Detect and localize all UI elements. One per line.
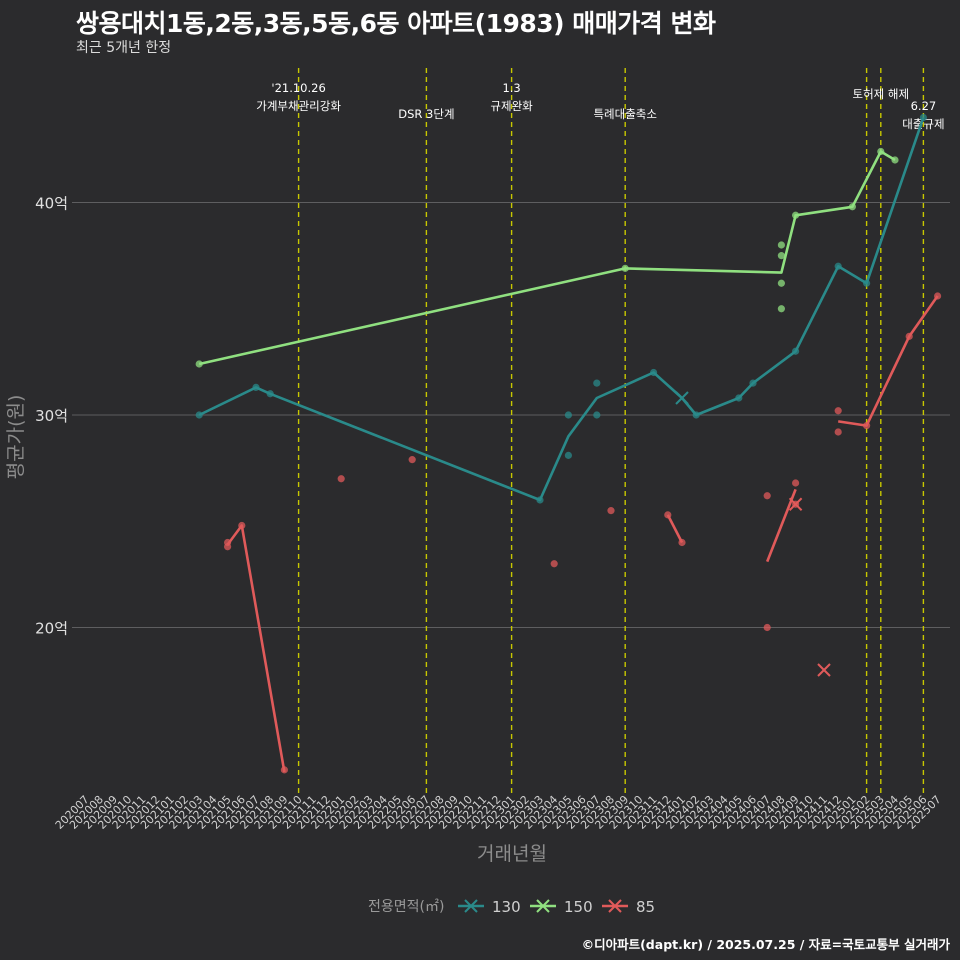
- cross-stroke: [817, 663, 831, 677]
- data-point-130: [593, 411, 601, 419]
- x-axis-title: 거래년월: [477, 843, 547, 865]
- y-tick-label: 30억: [35, 407, 68, 425]
- data-point-130: [863, 279, 871, 287]
- chart-title: 쌍용대치1동,2동,3동,5동,6동 아파트(1983) 매매가격 변화: [76, 9, 716, 38]
- data-point-130: [593, 379, 601, 387]
- cross-stroke: [788, 497, 803, 511]
- event-label: 대출규제: [902, 117, 944, 131]
- data-point-85: [834, 428, 842, 436]
- data-point-130: [735, 394, 743, 402]
- data-point-150: [777, 305, 786, 313]
- chart-subtitle: 최근 5개년 한정: [76, 40, 172, 56]
- cross-marker-85: [788, 497, 803, 511]
- cross-marker-85: [817, 663, 831, 677]
- data-point-130: [564, 451, 573, 459]
- event-label: 토허제 해제: [853, 87, 910, 101]
- legend-item-150: 150: [530, 898, 593, 916]
- series-line-85: [666, 514, 684, 544]
- event-label: '21.10.26: [271, 81, 325, 95]
- data-point-85: [863, 422, 871, 430]
- data-point-150: [777, 279, 786, 287]
- data-point-85: [224, 543, 232, 551]
- data-point-130: [692, 411, 700, 419]
- data-point-150: [777, 241, 786, 249]
- series-line-85: [226, 524, 286, 773]
- series-points: [195, 113, 942, 774]
- series-line-130: [198, 117, 925, 502]
- data-point-150: [621, 264, 629, 272]
- cross-marker-130: [675, 391, 689, 405]
- legend-label: 85: [636, 898, 655, 916]
- series-line-85: [838, 295, 939, 427]
- legend: 전용면적(㎡) 130 150 85: [368, 898, 655, 916]
- legend-label: 130: [492, 898, 521, 916]
- legend-title: 전용면적(㎡): [368, 899, 444, 915]
- data-point-85: [607, 507, 615, 515]
- y-tick-label: 20억: [35, 620, 68, 638]
- y-tick-label: 40억: [35, 195, 68, 213]
- data-point-85: [763, 623, 771, 632]
- data-point-130: [266, 390, 274, 398]
- event-label: 특례대출축소: [593, 107, 656, 121]
- data-point-150: [891, 156, 899, 164]
- legend-cross: [464, 899, 478, 913]
- data-point-150: [792, 211, 800, 219]
- legend-label: 150: [564, 898, 593, 916]
- data-point-150: [848, 203, 857, 211]
- y-axis: 20억 30억 40억: [35, 195, 68, 638]
- legend-cross: [608, 899, 622, 913]
- event-label: 6.27: [911, 99, 937, 113]
- source-caption: ©디아파트(dapt.kr) / 2025.07.25 / 자료=국토교통부 실…: [581, 937, 950, 952]
- data-point-85: [905, 332, 913, 340]
- data-point-85: [337, 475, 345, 483]
- data-point-130: [834, 262, 842, 270]
- event-label: 1.3: [502, 81, 520, 95]
- data-point-85: [550, 560, 558, 568]
- data-point-130: [252, 383, 260, 391]
- data-point-85: [792, 479, 800, 487]
- data-point-85: [763, 492, 771, 500]
- data-point-130: [564, 411, 573, 419]
- series-line-150: [198, 150, 896, 366]
- event-label: 규제완화: [490, 99, 533, 113]
- data-point-150: [777, 252, 786, 260]
- legend-item-130: 130: [458, 898, 521, 916]
- data-point-85: [834, 407, 842, 415]
- x-axis: 2020072020082020092020102020112020122021…: [53, 793, 944, 832]
- data-point-85: [934, 292, 942, 300]
- event-label: DSR 3단계: [398, 107, 454, 121]
- data-point-130: [792, 347, 800, 355]
- data-point-130: [919, 113, 928, 122]
- data-point-130: [195, 411, 203, 419]
- legend-cross: [536, 899, 550, 913]
- data-point-85: [280, 766, 288, 774]
- data-point-85: [238, 521, 246, 530]
- data-point-150: [877, 147, 885, 156]
- data-point-130: [536, 496, 544, 504]
- series-line-85: [765, 488, 797, 563]
- legend-item-85: 85: [602, 898, 655, 916]
- data-point-85: [664, 511, 672, 519]
- cross-stroke: [675, 391, 689, 405]
- event-label: 가계부채관리강화: [256, 99, 341, 113]
- data-point-85: [408, 456, 416, 464]
- y-axis-title: 평균가(원): [5, 395, 27, 480]
- data-point-150: [195, 360, 203, 368]
- data-point-85: [678, 538, 686, 547]
- data-point-130: [749, 379, 757, 387]
- data-point-130: [650, 368, 658, 377]
